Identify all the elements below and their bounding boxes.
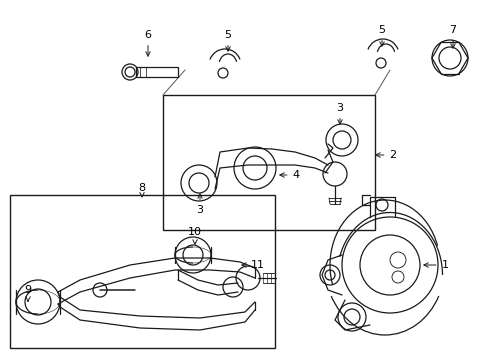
Text: 8: 8: [138, 183, 145, 197]
Text: 3: 3: [196, 194, 203, 215]
Text: 9: 9: [24, 285, 32, 301]
Bar: [136, 67, 178, 77]
Text: 5: 5: [378, 25, 385, 46]
Text: 4: 4: [279, 170, 299, 180]
Text: 11: 11: [242, 260, 264, 270]
Text: 2: 2: [375, 150, 396, 160]
Text: 1: 1: [423, 260, 447, 270]
Text: 5: 5: [224, 30, 231, 51]
Text: 10: 10: [187, 227, 202, 244]
Bar: [10, 195, 274, 348]
Bar: [163, 95, 374, 230]
Text: 6: 6: [144, 30, 151, 56]
Text: 3: 3: [336, 103, 343, 124]
Text: 7: 7: [448, 25, 456, 48]
